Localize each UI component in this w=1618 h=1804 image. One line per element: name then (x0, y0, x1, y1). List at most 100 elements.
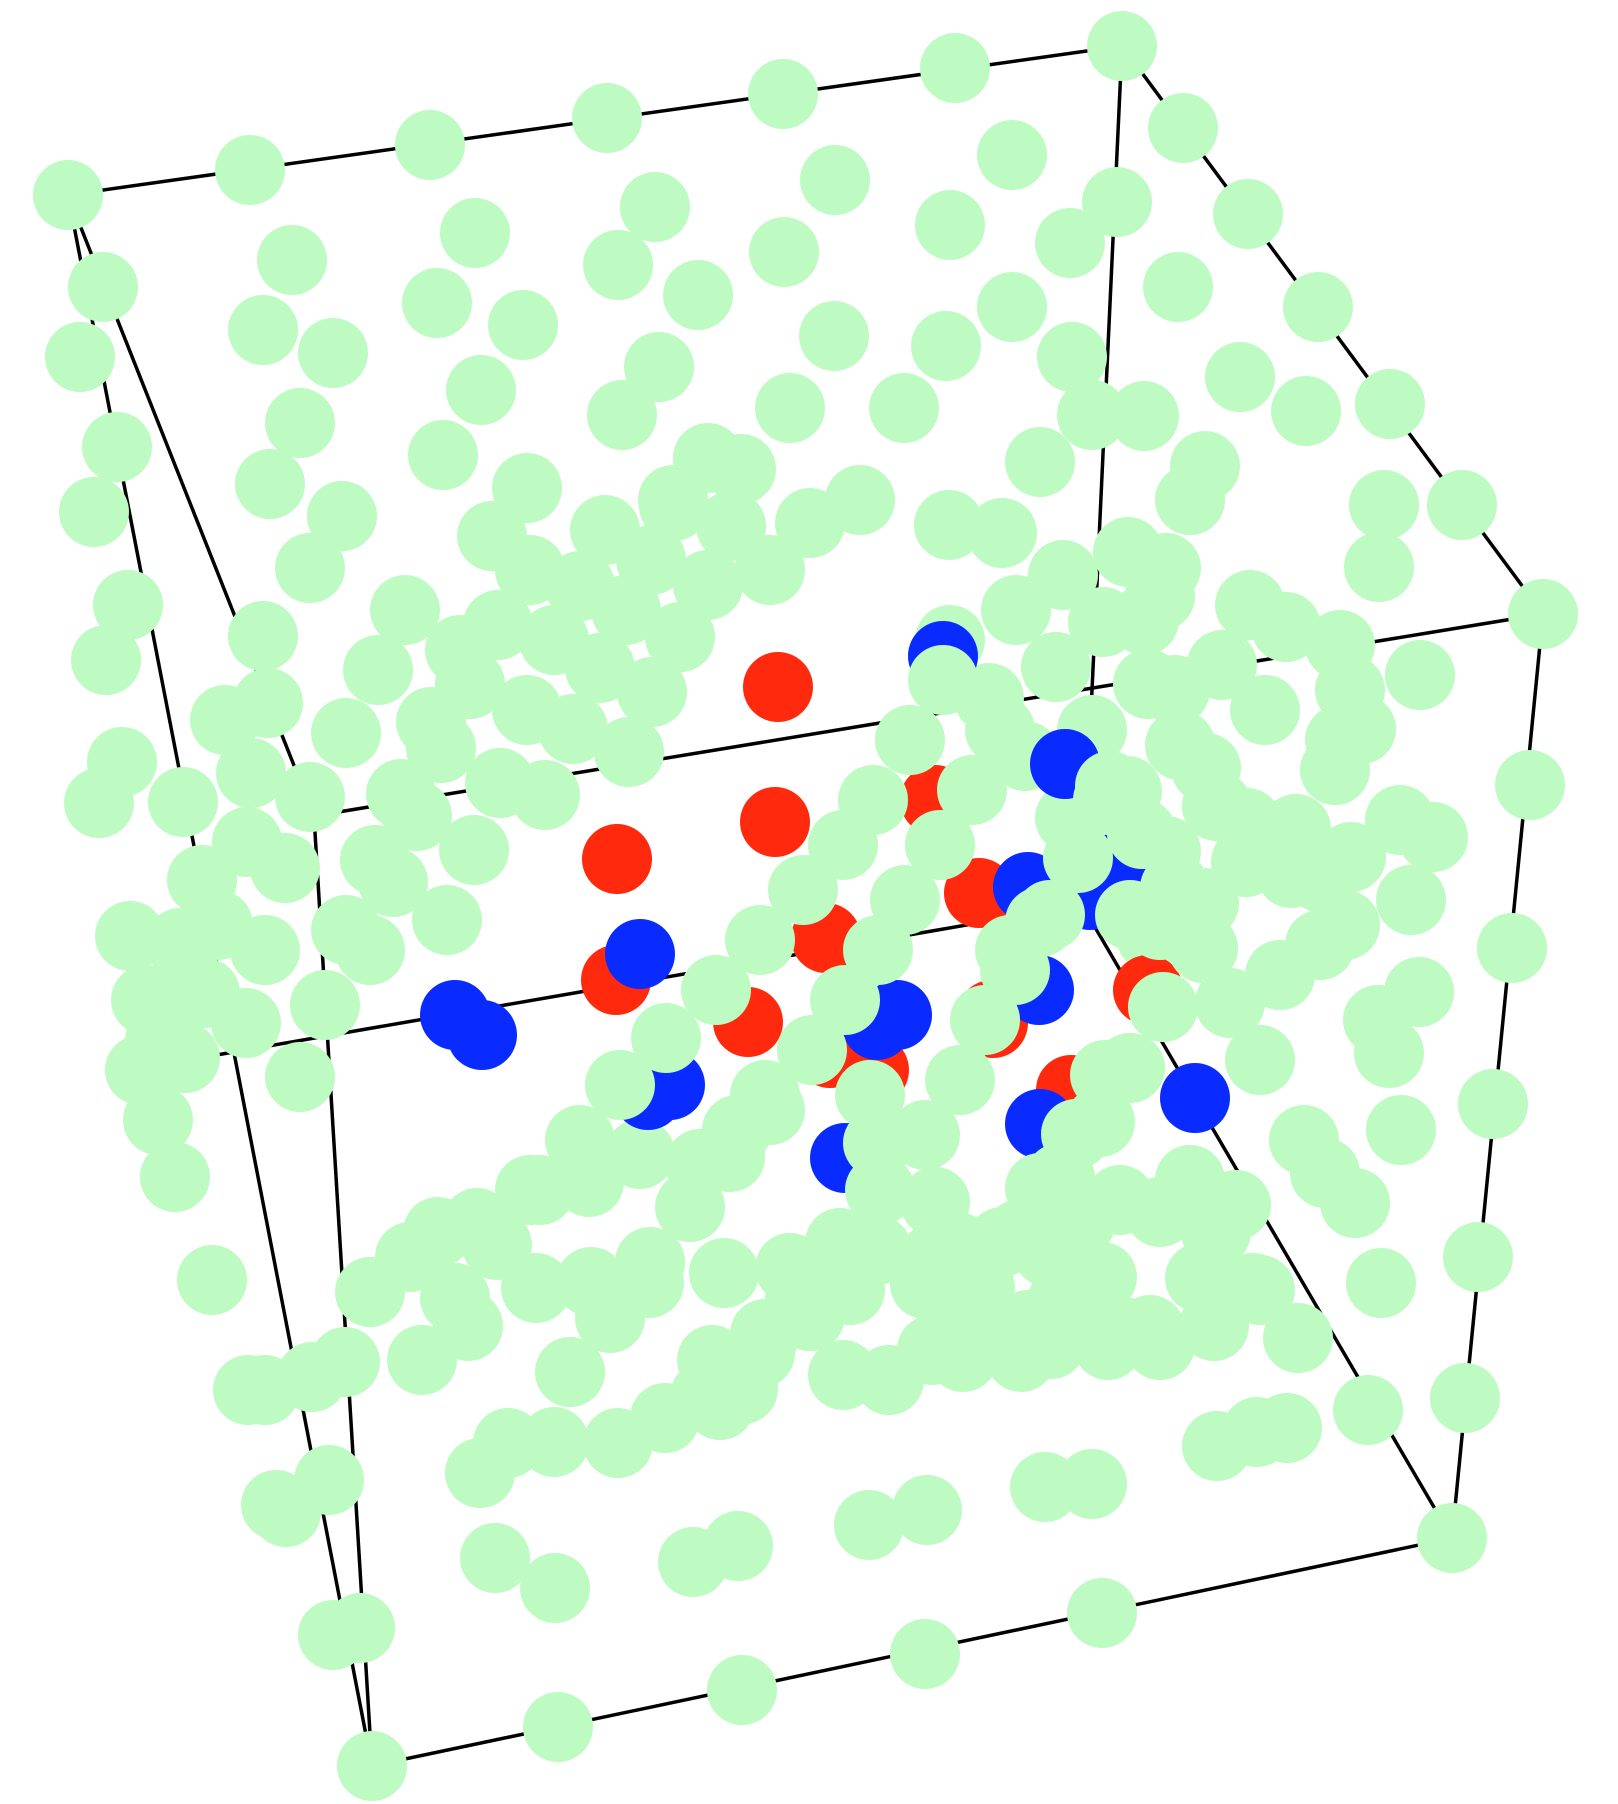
matrix-atom (228, 601, 298, 671)
matrix-atom (523, 1692, 593, 1762)
matrix-atom (1225, 1255, 1295, 1325)
matrix-atom (1087, 11, 1157, 81)
matrix-atom (977, 120, 1047, 190)
matrix-atom (1326, 694, 1396, 764)
matrix-atom (406, 713, 476, 783)
matrix-atom (510, 760, 580, 830)
matrix-atom (1035, 208, 1105, 278)
matrix-atom (911, 311, 981, 381)
matrix-atom (310, 1327, 380, 1397)
matrix-atom (337, 1731, 407, 1801)
matrix-atom (1343, 985, 1413, 1055)
matrix-atom (777, 1015, 847, 1085)
matrix-atom (294, 1445, 364, 1515)
matrix-atom (1222, 1397, 1292, 1467)
matrix-atom (1495, 750, 1565, 820)
matrix-atom (1271, 376, 1341, 446)
matrix-atom (638, 465, 708, 535)
matrix-atom (1125, 1310, 1195, 1380)
matrix-atom (1082, 167, 1152, 237)
matrix-atom (808, 810, 878, 880)
matrix-atom (408, 420, 478, 490)
matrix-atom (937, 755, 1007, 825)
matrix-atom (1355, 369, 1425, 439)
red-atom (743, 652, 813, 722)
matrix-atom (1043, 823, 1113, 893)
matrix-atom (343, 635, 413, 705)
matrix-atom (768, 855, 838, 925)
matrix-atom (1366, 1095, 1436, 1165)
matrix-atom (915, 190, 985, 260)
matrix-atom (1305, 610, 1375, 680)
matrix-atom (1230, 675, 1300, 745)
matrix-atom (800, 145, 870, 215)
matrix-atom (93, 570, 163, 640)
matrix-atom (1225, 1025, 1295, 1095)
matrix-atom (59, 477, 129, 547)
matrix-atom (250, 833, 320, 903)
matrix-atom (148, 767, 218, 837)
matrix-atom (707, 1655, 777, 1725)
matrix-atom (585, 1050, 655, 1120)
matrix-atom (335, 915, 405, 985)
matrix-atom (834, 1490, 904, 1560)
matrix-atom (82, 412, 152, 482)
matrix-atom (890, 1249, 960, 1319)
matrix-atom (681, 955, 751, 1025)
matrix-atom (505, 1155, 575, 1225)
matrix-atom (665, 1129, 735, 1199)
matrix-atom (1430, 1363, 1500, 1433)
matrix-atom (265, 388, 335, 458)
matrix-atom (1376, 865, 1446, 935)
matrix-atom (755, 373, 825, 443)
matrix-atom (1057, 380, 1127, 450)
blue-atom (1160, 1063, 1230, 1133)
matrix-atom (1365, 785, 1435, 855)
matrix-atom (587, 380, 657, 450)
matrix-atom (869, 373, 939, 443)
matrix-atom (298, 1600, 368, 1670)
matrix-atom (230, 915, 300, 985)
matrix-atom (140, 1142, 210, 1212)
matrix-atom (1143, 252, 1213, 322)
matrix-atom (462, 1210, 532, 1280)
matrix-atom (730, 1299, 800, 1369)
matrix-atom (1028, 540, 1098, 610)
matrix-atom (890, 1619, 960, 1689)
matrix-atom (1005, 427, 1075, 497)
matrix-atom (1109, 381, 1179, 451)
matrix-atom (875, 705, 945, 775)
matrix-atom (605, 1119, 675, 1189)
matrix-atom (1285, 910, 1355, 980)
matrix-atom (1181, 1197, 1251, 1267)
matrix-atom (64, 768, 134, 838)
atoms (33, 11, 1578, 1801)
matrix-atom (1333, 1375, 1403, 1445)
matrix-atom (382, 781, 452, 851)
matrix-atom (1251, 592, 1321, 662)
matrix-atom (689, 1238, 759, 1308)
matrix-atom (810, 965, 880, 1035)
matrix-atom (402, 268, 472, 338)
matrix-atom (1349, 470, 1419, 540)
matrix-atom (275, 533, 345, 603)
matrix-atom (696, 491, 766, 561)
matrix-atom (748, 59, 818, 129)
matrix-atom (492, 453, 562, 523)
matrix-atom (905, 810, 975, 880)
matrix-atom (235, 449, 305, 519)
matrix-atom (488, 290, 558, 360)
matrix-atom (216, 738, 286, 808)
matrix-atom (975, 915, 1045, 985)
matrix-atom (565, 633, 635, 703)
matrix-atom (914, 490, 984, 560)
matrix-atom (257, 225, 327, 295)
matrix-atom (150, 1023, 220, 1093)
matrix-atom (446, 355, 516, 425)
matrix-atom (1205, 342, 1275, 412)
matrix-atom (977, 272, 1047, 342)
matrix-atom (1263, 1303, 1333, 1373)
matrix-atom (1346, 1248, 1416, 1318)
matrix-atom (645, 602, 715, 672)
